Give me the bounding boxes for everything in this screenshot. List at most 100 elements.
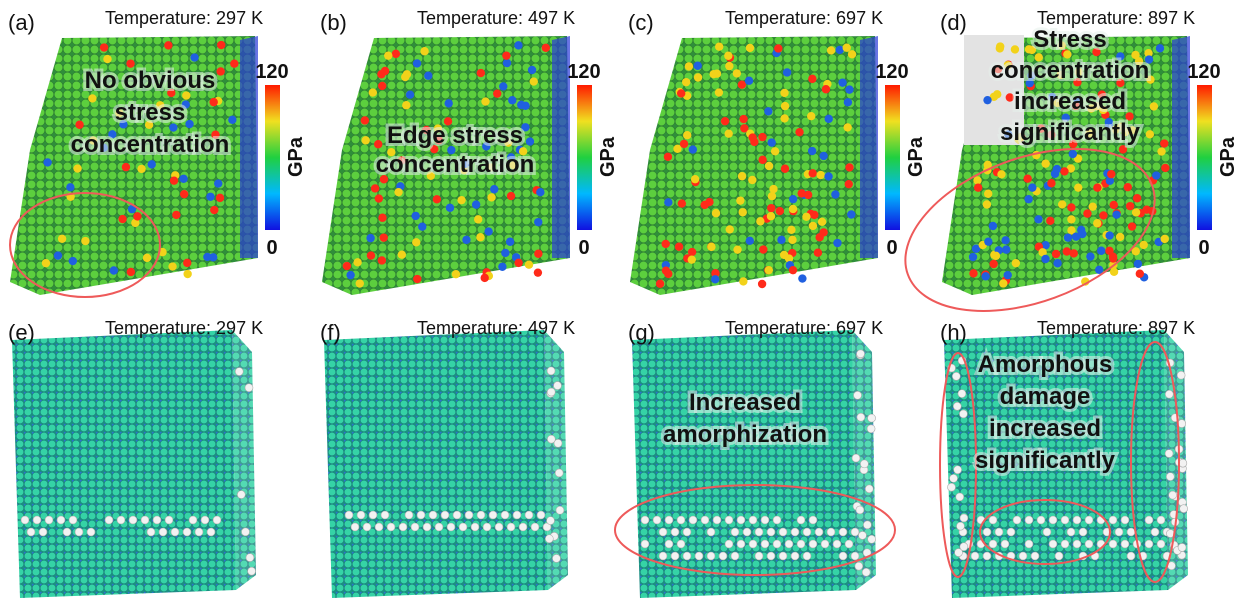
stressed-atom xyxy=(508,96,517,105)
edge-atoms xyxy=(1172,36,1190,258)
stressed-atom xyxy=(673,144,682,153)
stressed-atom xyxy=(1066,164,1076,173)
stressed-atom xyxy=(490,185,499,194)
damaged-atom xyxy=(861,567,871,577)
damaged-atom xyxy=(858,531,867,540)
highlight-ellipse xyxy=(904,148,1156,312)
stressed-atom xyxy=(164,41,173,50)
stressed-atom xyxy=(847,210,856,219)
damaged-atom xyxy=(1164,389,1174,399)
stressed-atom xyxy=(983,95,992,105)
stressed-atom xyxy=(764,107,773,116)
stressed-atom xyxy=(147,160,156,169)
stressed-atom xyxy=(739,114,748,124)
stressed-atom xyxy=(342,261,352,271)
damaged-atom xyxy=(718,551,728,561)
stressed-atom xyxy=(1071,232,1081,241)
annotation: damage xyxy=(1000,383,1091,410)
damaged-atom xyxy=(188,515,198,525)
stressed-atom xyxy=(1144,48,1153,58)
stressed-atom xyxy=(725,225,734,234)
annotation: Increased xyxy=(689,389,801,416)
annotation: concentration xyxy=(376,151,535,178)
cube-front xyxy=(324,330,548,598)
stressed-atom xyxy=(142,253,152,263)
damaged-atom xyxy=(988,539,998,549)
stressed-atom xyxy=(498,262,507,271)
highlight-ellipse xyxy=(939,352,977,578)
stressed-atom xyxy=(1047,179,1056,188)
damaged-atom xyxy=(1156,539,1166,549)
stressed-atom xyxy=(190,53,199,62)
highlight-ellipse xyxy=(1130,341,1180,583)
stressed-atom xyxy=(203,252,212,262)
stressed-atom xyxy=(413,274,422,284)
damaged-atom xyxy=(772,515,782,525)
stressed-atom xyxy=(379,175,389,184)
stressed-atom xyxy=(690,174,700,184)
edge-atoms xyxy=(552,36,570,258)
colorbar xyxy=(885,85,900,230)
panel-label: (b) xyxy=(320,10,347,35)
stressed-atom xyxy=(1123,182,1132,192)
damaged-atom xyxy=(844,539,854,549)
colorbar-max: 120 xyxy=(567,61,600,83)
stressed-atom xyxy=(119,120,128,129)
stressed-atom xyxy=(989,259,998,269)
stressed-atom xyxy=(418,222,427,231)
damaged-atom xyxy=(1072,515,1082,525)
stressed-atom xyxy=(999,279,1008,288)
damaged-atom xyxy=(212,515,222,525)
stressed-atom xyxy=(683,131,692,140)
stressed-atom xyxy=(810,210,819,220)
stressed-atom xyxy=(462,235,471,245)
damaged-atom xyxy=(68,515,78,525)
damaged-atom xyxy=(1000,539,1010,549)
stressed-atom xyxy=(824,114,833,124)
damaged-atom xyxy=(808,515,818,525)
damaged-atom xyxy=(955,492,965,502)
damaged-atom xyxy=(434,522,444,532)
stressed-atom xyxy=(103,54,112,64)
stressed-atom xyxy=(397,250,407,259)
stressed-atom xyxy=(1127,222,1137,231)
stressed-atom xyxy=(473,215,483,224)
damaged-atom xyxy=(778,551,788,561)
stressed-atom xyxy=(676,89,686,98)
damaged-atom xyxy=(860,459,869,469)
damaged-atom xyxy=(422,522,432,532)
stressed-atom xyxy=(808,74,817,84)
stressed-atom xyxy=(118,214,127,224)
stressed-atom xyxy=(982,200,992,209)
stressed-atom xyxy=(842,43,851,52)
stressed-atom xyxy=(1023,174,1032,183)
damaged-atom xyxy=(416,510,426,520)
damaged-atom xyxy=(536,510,546,520)
highlight-ellipse xyxy=(9,192,161,298)
damaged-atom xyxy=(855,505,865,515)
stressed-atom xyxy=(499,82,508,91)
colorbar-max: 120 xyxy=(1187,61,1220,83)
damaged-atom xyxy=(802,527,812,537)
damaged-atom xyxy=(796,515,806,525)
panel-label: (a) xyxy=(8,10,35,35)
stressed-atom xyxy=(167,88,176,98)
annotation: significantly xyxy=(975,447,1116,474)
annotation: No obvious xyxy=(85,67,216,94)
damaged-atom xyxy=(832,539,842,549)
damaged-atom xyxy=(140,515,150,525)
damaged-atom xyxy=(867,534,876,544)
stressed-atom xyxy=(1027,71,1036,80)
damaged-atom xyxy=(1024,539,1034,549)
damaged-atom xyxy=(237,490,246,499)
stressed-atom xyxy=(1108,254,1118,263)
annotation: Amorphous xyxy=(978,351,1113,378)
stressed-atom xyxy=(693,73,703,82)
damaged-atom xyxy=(854,561,864,571)
colorbar-min: 0 xyxy=(578,237,589,259)
stressed-atom xyxy=(360,116,370,125)
stressed-atom xyxy=(518,147,528,156)
damaged-atom xyxy=(1084,539,1094,549)
stressed-atom xyxy=(1139,240,1148,250)
damaged-atom xyxy=(32,515,42,525)
